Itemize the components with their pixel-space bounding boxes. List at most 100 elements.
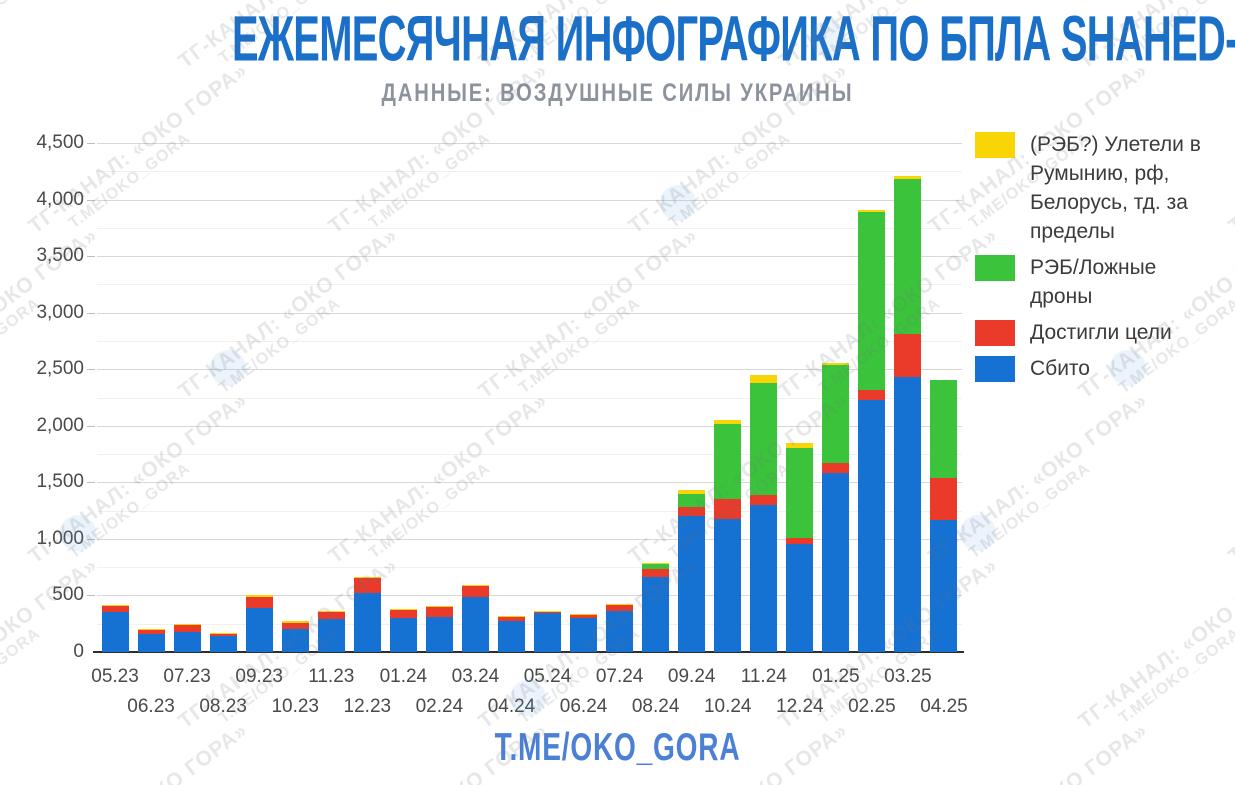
bar-12.24-flew_away — [786, 443, 814, 448]
bar-10.24-ew_decoys — [714, 424, 742, 500]
bar-05.24-hit_target — [534, 611, 562, 613]
bar-07.23-hit_target — [173, 624, 201, 632]
y-axis-tick — [87, 595, 95, 597]
bar-09.23-shot_down — [245, 607, 273, 652]
bar-12.23-flew_away — [353, 576, 381, 578]
page-subtitle: ДАННЫЕ: ВОЗДУШНЫЕ СИЛЫ УКРАИНЫ — [381, 78, 854, 107]
bar-12.23-shot_down — [353, 593, 381, 652]
bar-01.25-hit_target — [822, 462, 850, 474]
bar-08.23-hit_target — [209, 633, 237, 636]
x-axis-label: 09.23 — [235, 666, 283, 687]
y-axis-tick — [87, 256, 95, 258]
bar-07.24-hit_target — [606, 605, 634, 612]
page-title: ЕЖЕМЕСЯЧНАЯ ИНФОГРАФИКА ПО БПЛА SHAHED-1… — [232, 3, 1235, 75]
x-axis-label: 12.24 — [776, 696, 824, 717]
legend-item-hit-target: Достигли цели — [975, 318, 1225, 347]
legend-label: Достигли цели — [1030, 321, 1172, 344]
legend-swatch-green — [975, 255, 1015, 281]
bar-09.24-hit_target — [678, 507, 706, 517]
bar-07.23-shot_down — [173, 631, 201, 652]
bar-08.23-flew_away — [209, 633, 237, 634]
bar-08.24-shot_down — [642, 576, 670, 652]
gridline-minor — [97, 340, 962, 342]
bar-05.23-flew_away — [101, 604, 129, 606]
bar-01.25-flew_away — [822, 363, 850, 366]
bar-01.24-flew_away — [389, 609, 417, 610]
bar-04.24-shot_down — [497, 621, 525, 652]
bar-07.23-flew_away — [173, 623, 201, 625]
y-axis-tick — [87, 143, 95, 144]
bar-06.23-hit_target — [137, 629, 165, 635]
y-axis-tick — [87, 312, 95, 314]
x-axis-line — [93, 651, 964, 653]
gridline — [97, 538, 962, 540]
y-axis-label: 4,500 — [36, 132, 84, 153]
bar-03.25-ew_decoys — [894, 178, 922, 334]
bar-02.24-shot_down — [425, 616, 453, 652]
bar-08.24-hit_target — [642, 569, 670, 577]
bar-04.24-hit_target — [497, 616, 525, 622]
bar-05.23-hit_target — [101, 605, 129, 613]
x-axis-label: 08.23 — [199, 696, 247, 717]
legend-item-flew-away: (РЭБ?) Улетели в Румынию, рф, Белорусь, … — [975, 130, 1225, 246]
bar-04.25-hit_target — [930, 478, 958, 521]
gridline-minor — [97, 567, 962, 569]
x-axis-label: 07.24 — [595, 666, 644, 687]
bar-11.24-shot_down — [750, 504, 778, 652]
gridline-minor — [97, 171, 962, 173]
bar-10.24-shot_down — [714, 518, 742, 652]
bar-12.24-hit_target — [786, 538, 814, 544]
chart-legend: (РЭБ?) Улетели в Румынию, рф, Белорусь, … — [975, 130, 1225, 383]
x-axis-label: 12.23 — [343, 696, 392, 717]
gridline — [97, 143, 962, 144]
bar-08.24-ew_decoys — [642, 563, 670, 570]
x-axis-label: 08.24 — [631, 696, 680, 717]
bar-10.23-hit_target — [281, 622, 309, 630]
bar-03.24-shot_down — [461, 596, 489, 652]
chart-header: ЕЖЕМЕСЯЧНАЯ ИНФОГРАФИКА ПО БПЛА SHAHED-1… — [0, 3, 1235, 75]
y-axis-label: 2,500 — [36, 358, 84, 380]
x-axis-label: 05.23 — [91, 666, 139, 687]
bar-11.24-hit_target — [750, 494, 778, 505]
x-axis-label: 10.23 — [271, 696, 319, 717]
x-axis-label: 10.24 — [703, 696, 752, 717]
bar-01.25-ew_decoys — [822, 365, 850, 463]
bar-02.25-hit_target — [858, 389, 886, 400]
bar-11.24-ew_decoys — [750, 383, 778, 495]
bar-05.23-shot_down — [101, 612, 129, 652]
bar-03.25-flew_away — [894, 176, 922, 179]
y-axis-tick — [87, 482, 95, 484]
legend-swatch-blue — [975, 356, 1015, 382]
bar-04.24-flew_away — [497, 616, 525, 617]
x-axis-label: 03.25 — [884, 666, 932, 687]
x-axis-label: 04.24 — [487, 696, 536, 717]
bar-06.24-flew_away — [570, 613, 598, 615]
x-axis-label: 02.25 — [848, 696, 896, 717]
bar-12.23-hit_target — [353, 577, 381, 594]
y-axis-label: 1,000 — [36, 527, 84, 549]
bar-11.23-hit_target — [317, 612, 345, 620]
bar-04.25-ew_decoys — [930, 379, 958, 479]
x-axis-label: 01.24 — [379, 666, 428, 687]
bar-10.23-flew_away — [281, 621, 309, 623]
gridline-minor — [97, 397, 962, 399]
gridline — [97, 199, 962, 201]
legend-swatch-red — [975, 320, 1015, 346]
bar-07.24-flew_away — [606, 603, 634, 606]
y-axis-tick — [87, 538, 95, 540]
bar-06.24-shot_down — [570, 618, 598, 652]
plot-area: 0 500 1,000 1,500 2,000 2,500 3,000 3,500 4,000 4… — [36, 132, 967, 717]
bar-09.23-hit_target — [245, 596, 273, 608]
bar-09.24-flew_away — [678, 490, 706, 494]
bar-09.24-ew_decoys — [678, 493, 706, 508]
bar-03.25-shot_down — [894, 377, 922, 652]
legend-swatch-yellow — [975, 132, 1015, 158]
bar-07.24-shot_down — [606, 611, 634, 652]
gridline-minor — [97, 227, 962, 229]
bar-02.24-hit_target — [425, 606, 453, 617]
x-axis-label: 07.23 — [163, 666, 211, 687]
gridline-minor — [97, 284, 962, 286]
bar-08.23-shot_down — [209, 635, 237, 652]
x-axis-label: 09.24 — [667, 666, 716, 687]
